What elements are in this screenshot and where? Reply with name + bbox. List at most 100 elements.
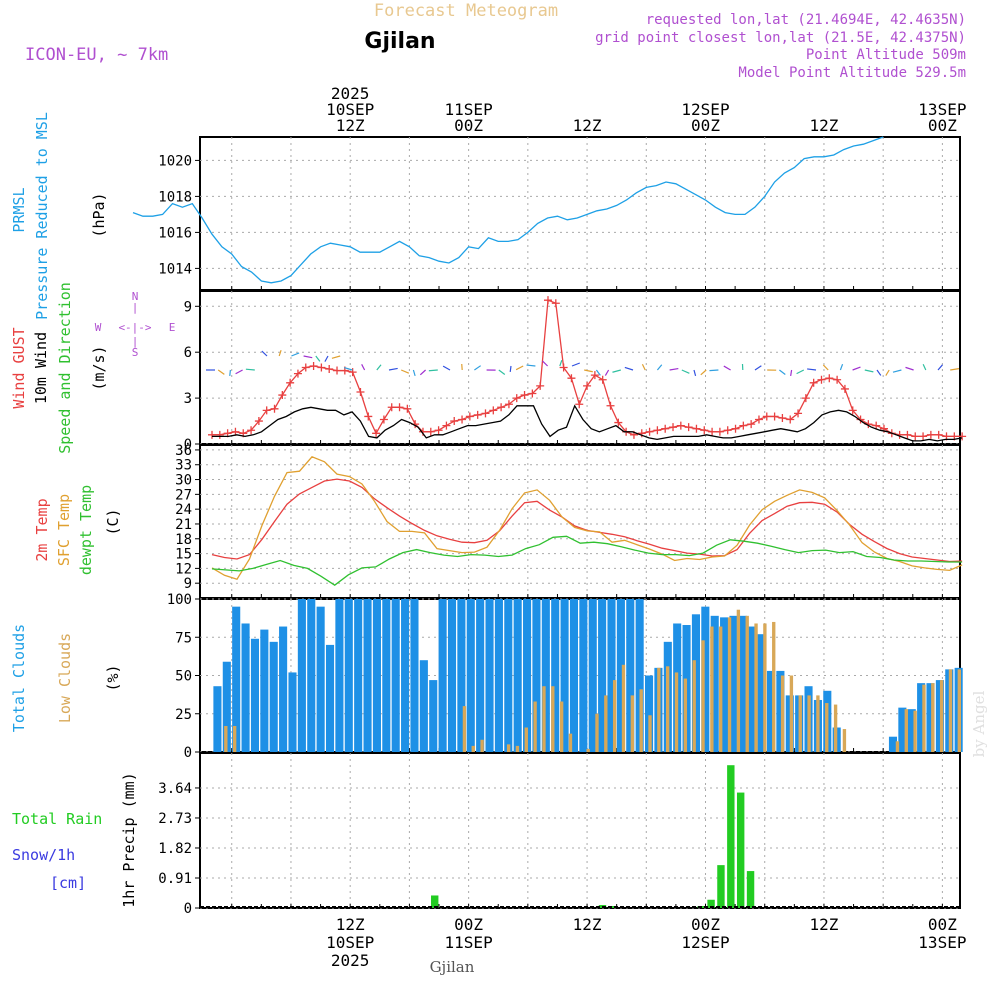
y-tick-label: 3 <box>184 391 192 407</box>
wind-arrow <box>723 365 731 371</box>
svg-text:W: W <box>95 321 102 334</box>
low-cloud-bar <box>666 666 670 752</box>
gust-marker <box>739 421 748 430</box>
low-cloud-bar <box>595 713 599 752</box>
temp-side-labels: 2m Temp SFC Temp dewpt Temp (C) <box>33 485 122 575</box>
total-cloud-bar <box>907 709 916 752</box>
wind-arrow <box>612 369 621 373</box>
time-label-top: 00Z <box>928 116 957 135</box>
low-cloud-bar <box>692 660 696 752</box>
model-label: ICON-EU, ~ 7km <box>25 45 168 65</box>
credit-watermark: by Angel <box>970 690 988 757</box>
total-cloud-bar <box>738 615 747 752</box>
total-cloud-bar <box>288 672 297 752</box>
time-label-bottom: 00Z <box>454 915 483 934</box>
wind-arrow <box>693 369 697 377</box>
gust-marker <box>559 363 568 372</box>
total-cloud-bar <box>307 599 316 752</box>
svg-text:S: S <box>132 346 139 359</box>
time-label-bottom: 2025 <box>331 951 370 970</box>
low-cloud-bar <box>816 695 820 752</box>
time-label-top: 12SEP <box>681 100 729 119</box>
wind-arrow <box>656 364 663 371</box>
gust-marker <box>817 375 826 384</box>
y-tick-label: 15 <box>175 547 192 563</box>
gust-marker <box>286 378 295 387</box>
y-tick-label: 1020 <box>158 153 192 169</box>
gust-marker <box>903 430 912 439</box>
wind-arrow <box>595 369 601 376</box>
total-cloud-bar <box>626 599 635 752</box>
total-cloud-bar <box>588 599 597 752</box>
dewpt-label: dewpt Temp <box>77 485 95 575</box>
total-cloud-bar <box>579 599 588 752</box>
gust-marker <box>590 371 599 380</box>
svg-text:|: | <box>132 301 139 314</box>
gust-marker <box>458 415 467 424</box>
wind-arrow <box>291 352 300 357</box>
wind-arrow <box>217 369 225 375</box>
gust-marker <box>637 429 646 438</box>
wind-arrow <box>428 369 438 372</box>
low-cloud-bar <box>727 617 732 752</box>
time-label-top: 10SEP <box>326 100 374 119</box>
wind-arrow <box>376 364 382 371</box>
total-cloud-bar <box>297 599 306 752</box>
svg-text:<-|->: <-|-> <box>118 321 151 334</box>
total-cloud-bar <box>691 614 700 752</box>
gust-marker <box>247 426 256 435</box>
svg-text:|: | <box>132 335 139 348</box>
y-tick-label: 75 <box>175 630 192 646</box>
low-cloud-bar <box>701 640 705 752</box>
total-cloud-bar <box>635 599 644 752</box>
low-cloud-bar <box>462 706 467 752</box>
total-cloud-bar <box>316 606 325 752</box>
wind-arrow <box>807 368 817 371</box>
wind-arrow <box>278 349 282 357</box>
pressure-line <box>132 136 884 284</box>
total-cloud-bar <box>513 599 522 752</box>
wind-arrow <box>839 363 844 371</box>
gust-marker <box>919 432 928 441</box>
total-cloud-bar <box>241 623 250 752</box>
low-cloud-bar <box>542 686 546 752</box>
wind-arrow <box>604 369 610 376</box>
low-cloud-bar <box>736 609 741 752</box>
wind-arrow <box>905 366 914 371</box>
wind-side-labels: Wind GUST 10m Wind Speed and Direction (… <box>10 282 108 454</box>
time-label-top: 12Z <box>809 116 838 135</box>
total-cloud-bar <box>419 660 428 752</box>
gust-marker <box>333 366 342 375</box>
low-cloud-bar <box>948 669 953 752</box>
gust-marker <box>583 381 592 390</box>
y-tick-label: 50 <box>175 669 192 685</box>
rain-bar <box>746 871 755 908</box>
gust-marker <box>856 415 865 424</box>
gust-marker <box>543 296 552 305</box>
time-label-bottom: 12Z <box>573 915 602 934</box>
total-cloud-bar <box>917 683 926 752</box>
requested-coords: requested lon,lat (21.4694E, 42.4635N) <box>646 12 966 28</box>
wind-arrow <box>331 355 341 359</box>
y-tick-label: 0 <box>184 437 192 453</box>
low-cloud-bar <box>931 683 935 752</box>
gust-marker <box>528 389 537 398</box>
gust-marker <box>684 423 693 432</box>
low-cloud-bar <box>568 733 573 752</box>
time-label-top: 13SEP <box>918 100 966 119</box>
y-tick-label: 9 <box>184 299 192 315</box>
wind-arrow <box>754 365 762 371</box>
gust-marker <box>387 403 396 412</box>
gust-marker <box>293 369 302 378</box>
point-altitude: Point Altitude 509m <box>806 47 966 63</box>
gust-marker <box>403 404 412 413</box>
total-cloud-bar <box>382 599 391 752</box>
low-cloud-bar <box>630 695 635 752</box>
low-cloud-bar <box>745 615 749 752</box>
wind-arrow <box>303 355 313 359</box>
total-cloud-bar <box>551 599 560 752</box>
rain-legend: Total Rain <box>12 810 102 828</box>
wind10m-label: 10m Wind <box>32 332 50 404</box>
total-cloud-bar <box>541 599 550 752</box>
total-cloud-bar <box>363 599 372 752</box>
